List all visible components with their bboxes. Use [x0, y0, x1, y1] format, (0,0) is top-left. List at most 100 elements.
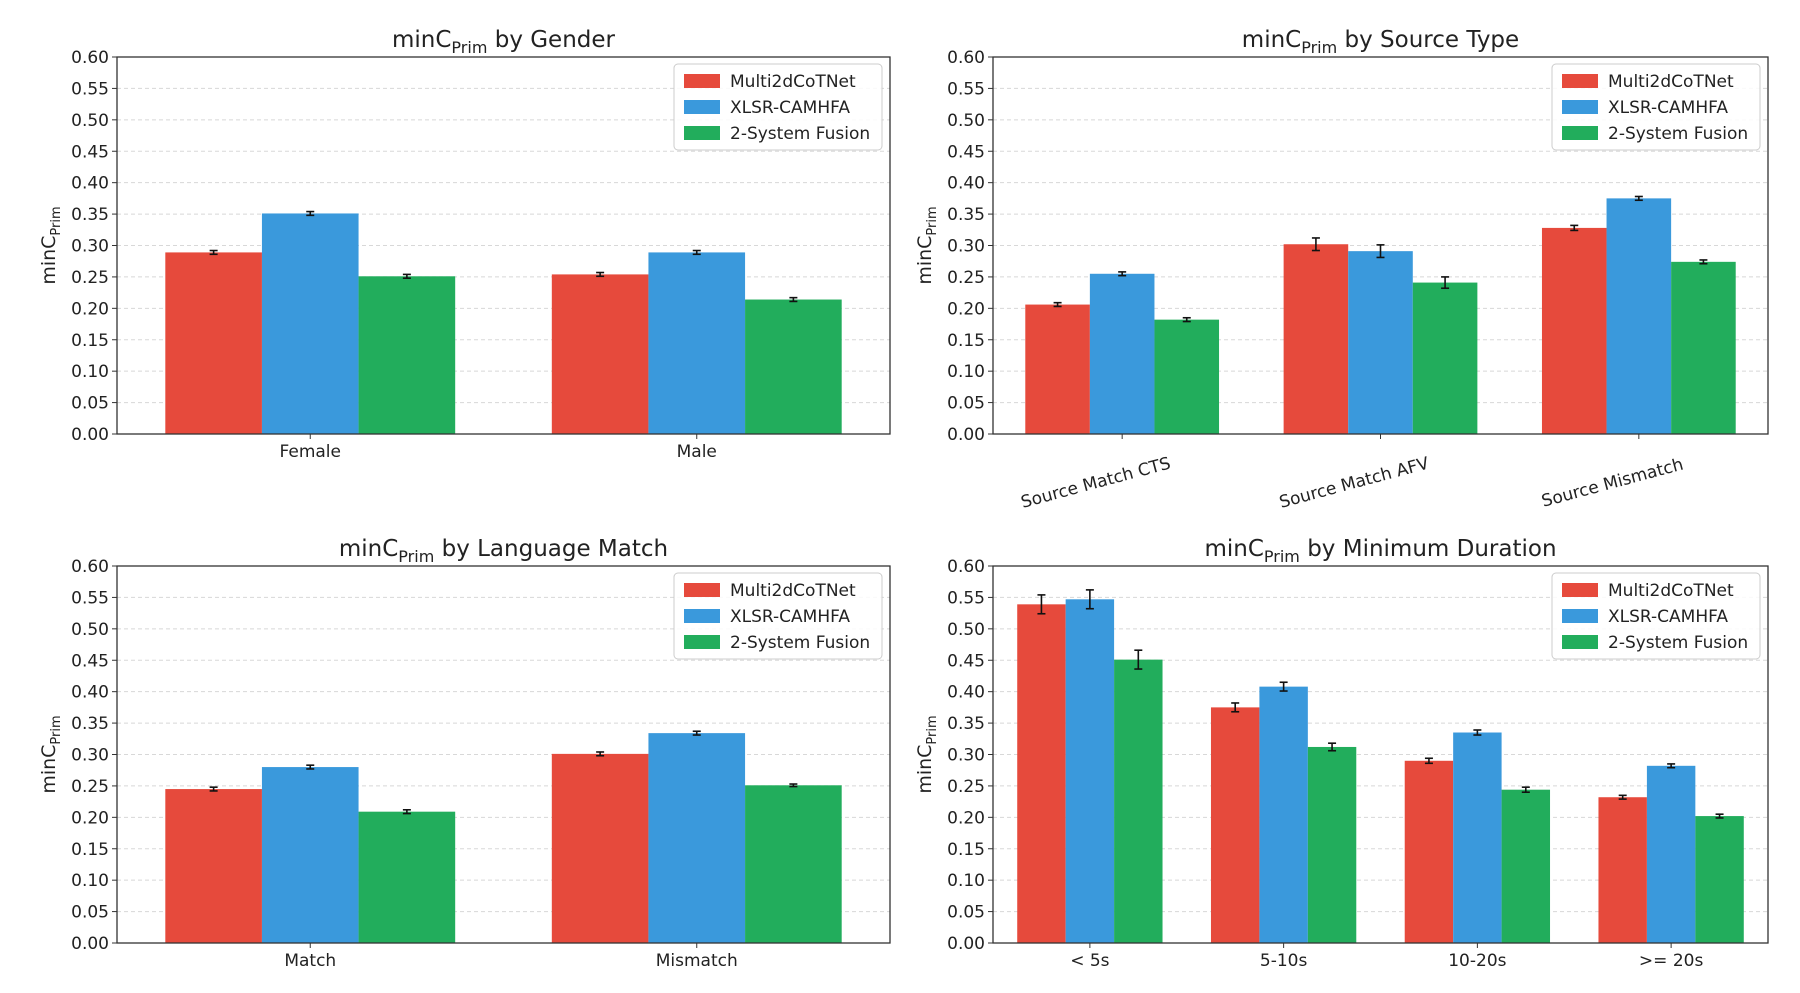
chart-title-prefix: minC [1204, 536, 1263, 562]
y-tick-label: 0.00 [71, 934, 109, 954]
legend-swatch-2-system-fusion [1562, 635, 1598, 649]
legend-label-xlsr-camhfa: XLSR-CAMHFA [1608, 98, 1728, 118]
chart-panel-1: minCPrim by GenderminCPrim0.000.050.100.… [38, 27, 891, 462]
y-tick-label: 0.30 [71, 746, 109, 766]
y-tick-label: 0.30 [71, 237, 109, 257]
x-tick-label: Source Match CTS [1019, 454, 1173, 513]
legend: Multi2dCoTNet XLSR-CAMHFA 2-System Fusion [673, 63, 883, 151]
chart-panel-2: minCPrim by Source TypeminCPrim0.000.050… [914, 27, 1769, 513]
y-axis-label-subscript: Prim [49, 715, 64, 744]
legend-box [1551, 63, 1761, 151]
y-tick-label: 0.10 [947, 362, 985, 382]
y-tick-label: 0.10 [71, 871, 109, 891]
bar-2-system-fusion-female [358, 276, 456, 434]
y-tick-label: 0.30 [947, 237, 985, 257]
x-tick-label: Mismatch [656, 951, 738, 971]
legend-swatch-xlsr-camhfa [684, 609, 720, 623]
legend: Multi2dCoTNet XLSR-CAMHFA 2-System Fusion [673, 572, 883, 660]
y-tick-label: 0.50 [947, 620, 985, 640]
bar-2-system-fusion-10-20s [1501, 789, 1551, 943]
chart-title-subscript: Prim [451, 38, 487, 57]
y-tick-label: 0.40 [947, 683, 985, 703]
legend-label-2-system-fusion: 2-System Fusion [1608, 633, 1748, 653]
y-tick-label: 0.25 [71, 777, 109, 797]
bar-multi2dcotnet-5s [1017, 604, 1066, 943]
chart-title-suffix: by Source Type [1337, 27, 1519, 53]
legend-swatch-multi2dcotnet [1562, 74, 1598, 88]
bar-multi2dcotnet-20s [1598, 797, 1647, 943]
y-tick-label: 0.15 [947, 331, 985, 351]
bar-multi2dcotnet-male [551, 274, 649, 434]
y-axis-label-subscript: Prim [925, 715, 940, 744]
chart-title-prefix: minC [339, 536, 398, 562]
legend-label-xlsr-camhfa: XLSR-CAMHFA [730, 98, 850, 118]
y-tick-label: 0.45 [71, 142, 109, 162]
bar-xlsr-camhfa-5-10s [1259, 686, 1308, 943]
bar-2-system-fusion-5s [1114, 659, 1163, 943]
y-tick-label: 0.35 [71, 205, 109, 225]
legend-label-multi2dcotnet: Multi2dCoTNet [730, 581, 856, 601]
legend-swatch-2-system-fusion [1562, 126, 1598, 140]
plot-frame [992, 565, 1769, 944]
legend-label-xlsr-camhfa: XLSR-CAMHFA [1608, 607, 1728, 627]
y-tick-label: 0.15 [71, 331, 109, 351]
bar-multi2dcotnet-10-20s [1404, 760, 1454, 943]
y-tick-label: 0.05 [947, 394, 985, 414]
bar-2-system-fusion-source-match-cts [1154, 319, 1220, 434]
bar-2-system-fusion-mismatch [745, 785, 842, 943]
legend-swatch-xlsr-camhfa [684, 100, 720, 114]
y-axis-label: minCPrim [38, 715, 64, 793]
y-tick-label: 0.25 [947, 777, 985, 797]
bar-2-system-fusion-5-10s [1307, 746, 1357, 943]
plot-frame [116, 56, 891, 435]
bar-xlsr-camhfa-20s [1646, 765, 1696, 943]
legend-box [673, 63, 883, 151]
bar-multi2dcotnet-source-match-afv [1283, 244, 1349, 434]
legend-label-2-system-fusion: 2-System Fusion [730, 124, 870, 144]
y-tick-label: 0.20 [71, 808, 109, 828]
legend-box [1551, 572, 1761, 660]
x-tick-label: Source Match AFV [1277, 453, 1431, 512]
y-tick-label: 0.40 [71, 174, 109, 194]
y-tick-label: 0.50 [947, 111, 985, 131]
y-axis-label-main: minC [914, 745, 936, 794]
legend: Multi2dCoTNet XLSR-CAMHFA 2-System Fusion [1551, 63, 1761, 151]
y-tick-label: 0.55 [947, 588, 985, 608]
y-axis-label-main: minC [38, 745, 60, 794]
bar-xlsr-camhfa-match [261, 767, 359, 943]
x-tick-label: Male [677, 442, 717, 462]
x-tick-label: 5-10s [1260, 951, 1308, 971]
chart-title-subscript: Prim [398, 547, 434, 566]
legend-swatch-multi2dcotnet [1562, 583, 1598, 597]
bar-xlsr-camhfa-source-mismatch [1606, 198, 1672, 434]
y-tick-label: 0.15 [947, 840, 985, 860]
y-tick-label: 0.60 [947, 557, 985, 577]
y-tick-label: 0.45 [71, 651, 109, 671]
bar-xlsr-camhfa-5s [1065, 599, 1115, 943]
y-tick-label: 0.20 [947, 808, 985, 828]
y-tick-label: 0.55 [71, 588, 109, 608]
chart-title-subscript: Prim [1264, 547, 1300, 566]
x-tick-label: Source Mismatch [1540, 455, 1686, 512]
legend-swatch-xlsr-camhfa [1562, 100, 1598, 114]
y-tick-label: 0.45 [947, 142, 985, 162]
bar-2-system-fusion-20s [1695, 816, 1744, 943]
chart-title: minCPrim by Source Type [1242, 27, 1519, 57]
legend-label-2-system-fusion: 2-System Fusion [730, 633, 870, 653]
legend-label-multi2dcotnet: Multi2dCoTNet [1608, 72, 1734, 92]
legend-swatch-multi2dcotnet [684, 583, 720, 597]
chart-panel-3: minCPrim by Language MatchminCPrim0.000.… [38, 536, 891, 971]
y-tick-label: 0.25 [947, 268, 985, 288]
chart-panel-4: minCPrim by Minimum DurationminCPrim0.00… [914, 536, 1769, 971]
chart-title-prefix: minC [392, 27, 451, 53]
legend-label-xlsr-camhfa: XLSR-CAMHFA [730, 607, 850, 627]
y-axis-label-main: minC [914, 236, 936, 285]
y-tick-label: 0.00 [947, 934, 985, 954]
bar-2-system-fusion-match [358, 811, 456, 943]
y-tick-label: 0.50 [71, 620, 109, 640]
chart-title: minCPrim by Minimum Duration [1204, 536, 1556, 566]
bar-xlsr-camhfa-source-match-cts [1089, 273, 1155, 434]
bar-xlsr-camhfa-mismatch [648, 733, 746, 943]
x-tick-label: Female [280, 442, 341, 462]
